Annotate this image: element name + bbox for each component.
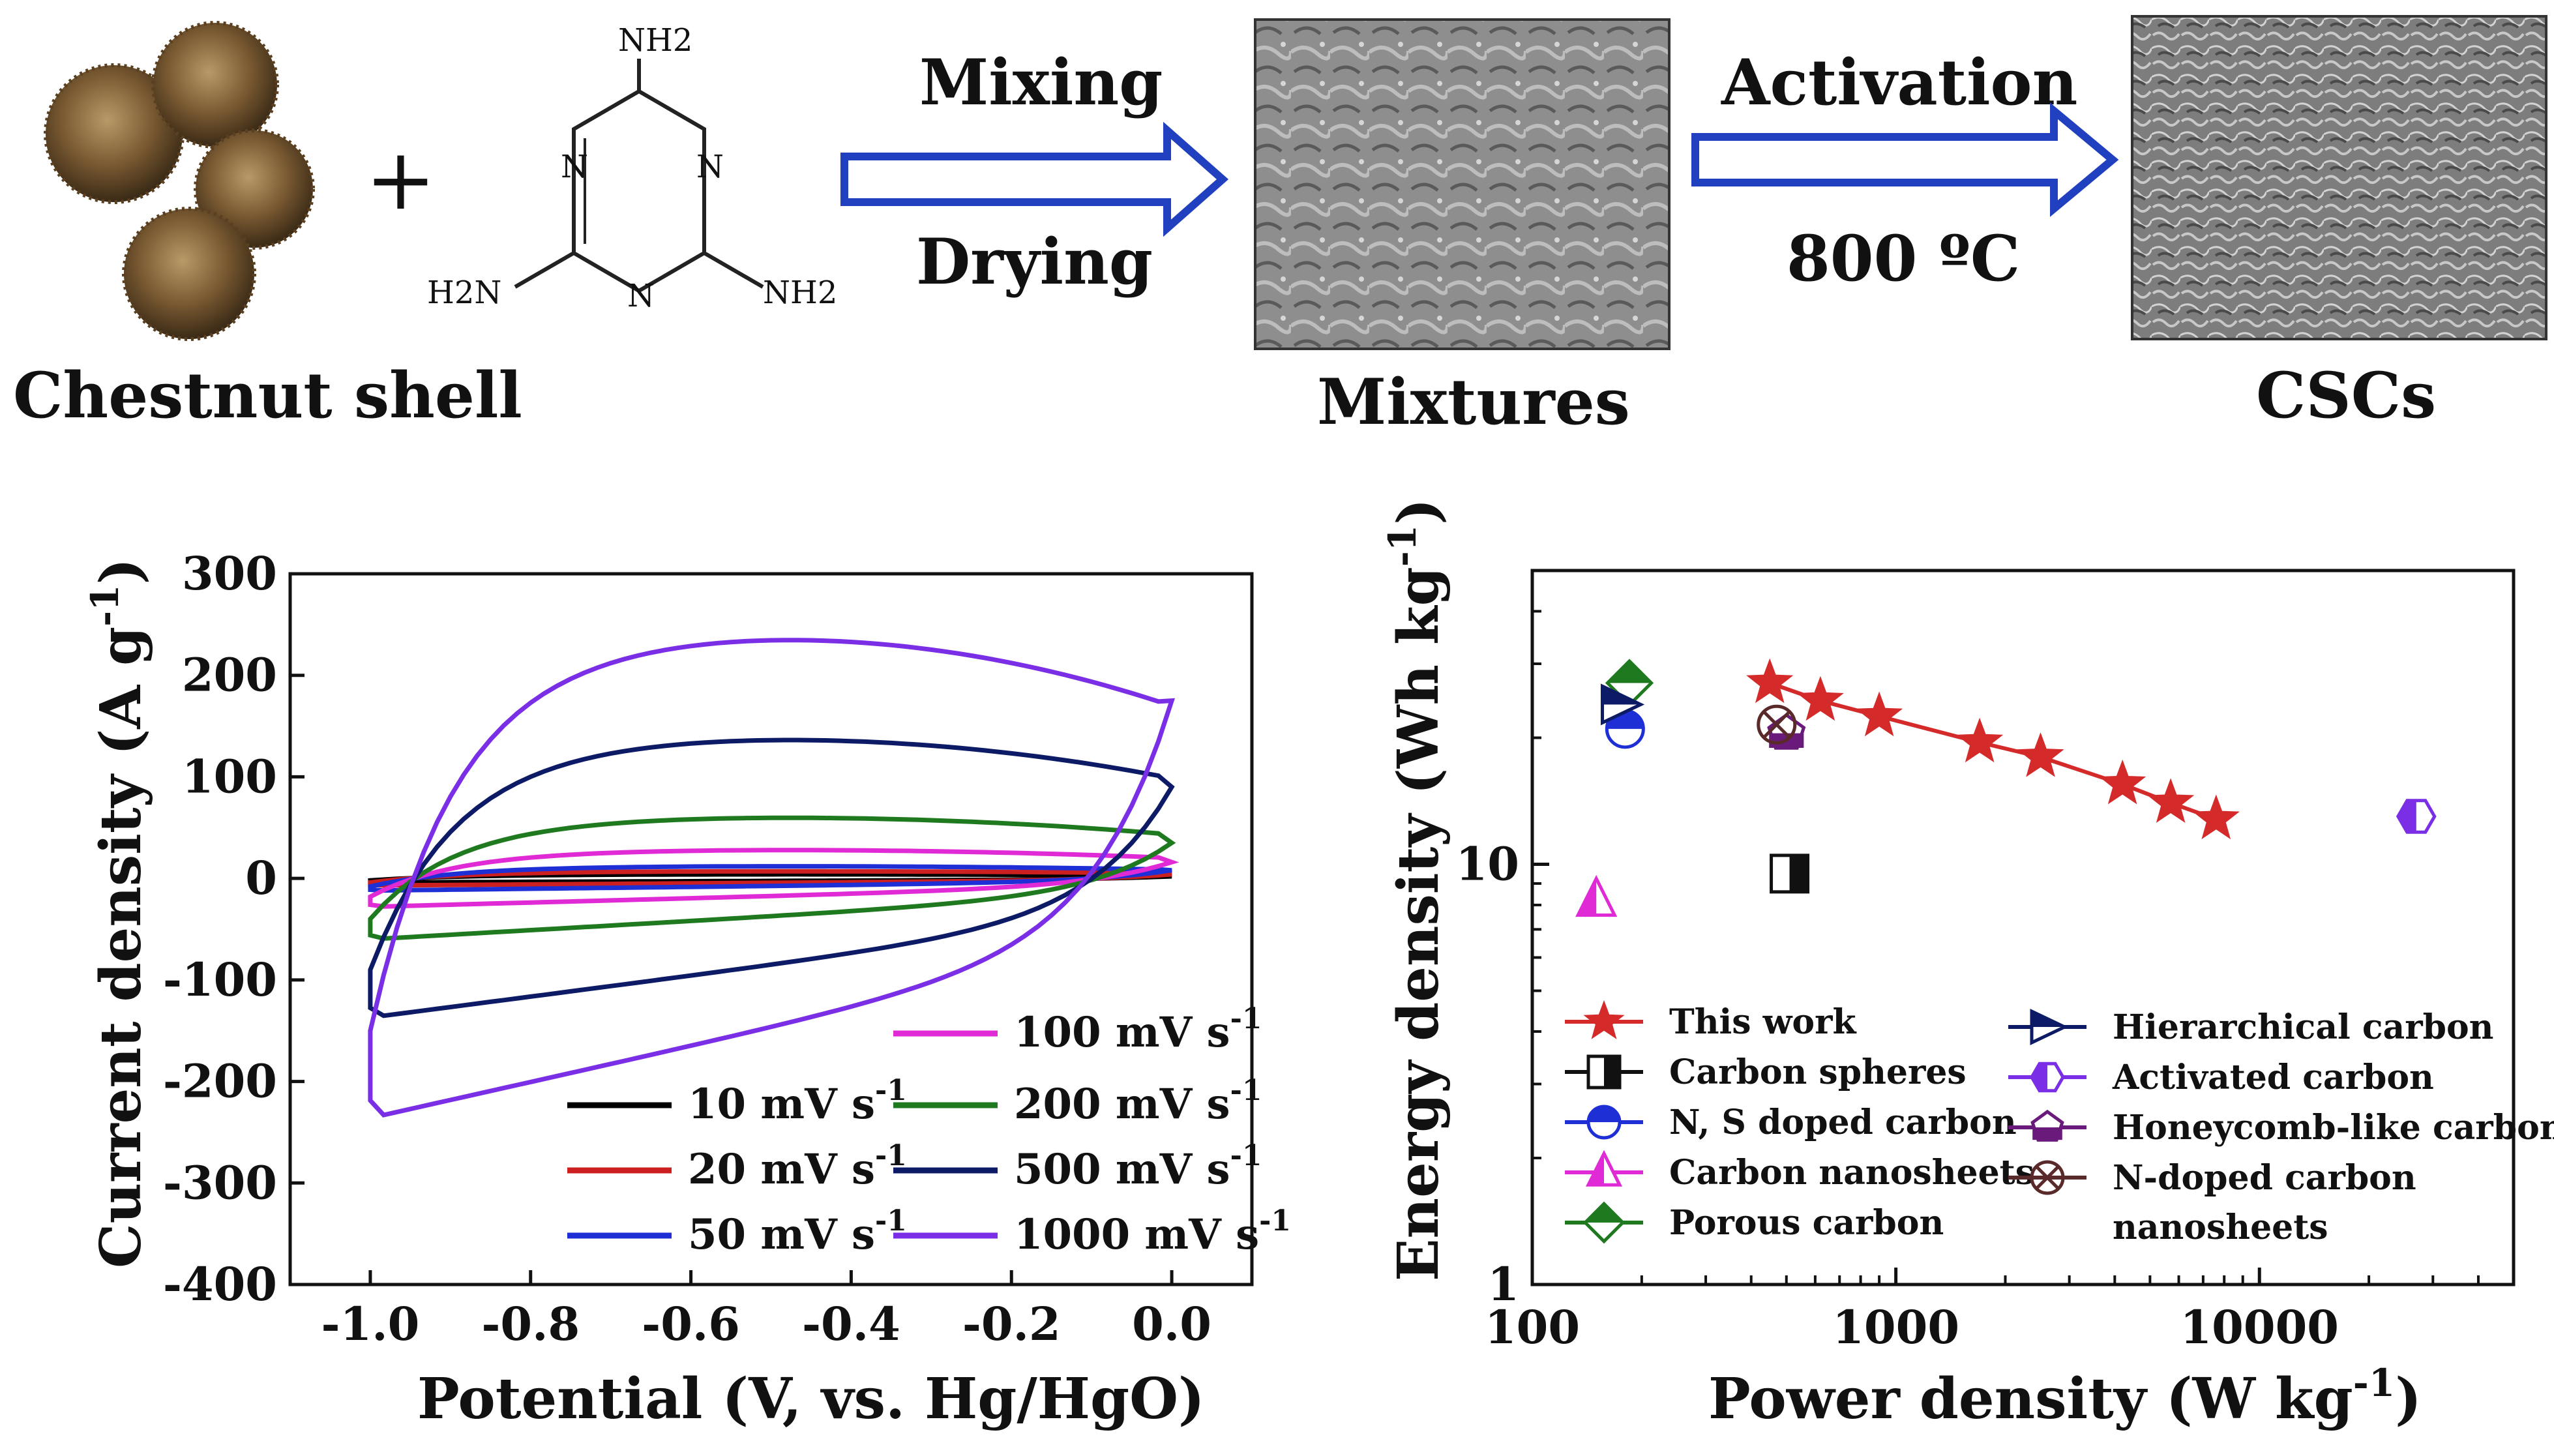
ragone-point-this-work [1855, 691, 1903, 737]
cv-legend-label: 50 mV s-1 [688, 1204, 907, 1259]
cv-curve-200-mV-s-1 [368, 815, 1176, 941]
melamine-h2n-left: H2N [427, 275, 501, 311]
ragone-point-this-work [1956, 717, 2004, 763]
ragone-legend-marker [1585, 1150, 1623, 1187]
ragone-point-n-s-doped-carbon [1605, 709, 1645, 749]
ragone-legend-marker [1582, 1201, 1626, 1244]
ragone-point-this-work [2017, 732, 2064, 777]
cv-curve-500-mV-s-1 [368, 737, 1175, 1018]
cv-legend-label: 10 mV s-1 [688, 1074, 907, 1129]
ragone-point-carbon-nanosheets [1575, 874, 1618, 917]
ragone-x-axis-label: Power density (W kg-1) [1708, 1361, 2422, 1432]
cv-y-tick-label: 100 [182, 749, 277, 803]
melamine-structure [514, 59, 764, 293]
cv-x-axis-label: Potential (V, vs. Hg/HgO) [417, 1366, 1205, 1432]
ragone-legend-label: This work [1669, 1002, 1856, 1042]
cv-y-tick-label: -400 [163, 1257, 277, 1311]
step-mixing-label: Mixing [919, 46, 1163, 119]
melamine-nh2-top: NH2 [618, 22, 692, 59]
cv-plot-frame [288, 572, 1254, 1286]
cv-curve-100-mV-s-1 [368, 848, 1180, 909]
cv-curve-20-mV-s-1 [368, 869, 1172, 888]
mixtures-sem-image [1254, 18, 1670, 350]
cv-x-tick-label: -0.2 [962, 1297, 1061, 1351]
step-drying-label: Drying [916, 225, 1153, 299]
cv-x-tick-label: -0.4 [802, 1297, 900, 1351]
ragone-legend-marker [2030, 1160, 2065, 1195]
ragone-legend-label: N, S doped carbon [1669, 1103, 2017, 1142]
cv-legend-label: 1000 mV s-1 [1014, 1204, 1291, 1259]
ragone-point-activated-carbon [2396, 799, 2437, 834]
cv-y-tick-label: 0 [245, 851, 277, 905]
ragone-this-work-line [1769, 681, 2217, 822]
ragone-legend-label: Hierarchical carbon [2113, 1007, 2494, 1047]
ragone-legend-marker [2030, 1109, 2064, 1142]
cv-x-tick-label: 0.0 [1132, 1297, 1211, 1351]
ragone-legend-marker [2030, 1009, 2069, 1045]
cv-chart: -1.0 -0.8 -0.6 -0.4 -0.2 0.0 300 200 100 0 -100 -20… [83, 546, 1291, 1432]
cv-legend-label: 20 mV s-1 [688, 1139, 907, 1194]
cv-legend-label: 200 mV s-1 [1014, 1074, 1262, 1129]
ragone-point-this-work [2099, 759, 2146, 805]
cscs-sem-image [2131, 15, 2547, 340]
ragone-x-tick-label: 100 [1485, 1300, 1580, 1354]
cv-x-tick-label: -0.6 [642, 1297, 740, 1351]
ragone-legend-label: Porous carbon [1669, 1203, 1944, 1243]
ragone-legend-label-line2: nanosheets [2113, 1208, 2328, 1247]
cv-curve-50-mV-s-1 [368, 864, 1172, 893]
mixtures-label: Mixtures [1317, 365, 1630, 439]
ragone-point-this-work [2192, 794, 2240, 840]
arrow-right-icon [840, 121, 1229, 237]
cv-y-tick-label: -100 [163, 953, 277, 1007]
ragone-point-hierarchical-carbon [1601, 683, 1645, 726]
cv-y-tick-label: 200 [182, 648, 277, 702]
ragone-legend-label: Honeycomb-like carbon [2113, 1108, 2554, 1148]
plus-sign: + [365, 130, 436, 229]
ragone-legend-label: Carbon nanosheets [1669, 1153, 2034, 1193]
ragone-point-this-work [1746, 658, 1794, 704]
cv-legend-label: 100 mV s-1 [1014, 1002, 1262, 1057]
melamine-n-1: N [561, 149, 588, 185]
ragone-legend-label: Activated carbon [2112, 1058, 2434, 1097]
melamine-nh2-right: NH2 [763, 275, 837, 311]
ragone-point-this-work [1796, 676, 1844, 721]
ragone-x-tick-label: 1000 [1832, 1300, 1959, 1354]
cv-x-tick-label: -1.0 [321, 1297, 419, 1351]
ragone-legend-marker [1586, 1105, 1622, 1140]
chestnut-shell-label: Chestnut shell [13, 359, 522, 432]
step-temperature-label: 800 ºC [1787, 222, 2020, 295]
cv-x-tick-label: -0.8 [481, 1297, 580, 1351]
step-activation-label: Activation [1721, 46, 2077, 119]
cv-y-axis-label: Current density (A g-1) [83, 558, 154, 1268]
cv-legend-label: 500 mV s-1 [1014, 1139, 1262, 1194]
ragone-point-this-work [2147, 778, 2195, 824]
arrow-right-icon [1691, 102, 2119, 217]
melamine-n-2: N [696, 149, 724, 185]
chestnut-shell-image [44, 21, 315, 341]
ragone-plot-frame [1530, 569, 2516, 1286]
ragone-legend-label: N-doped carbon [2113, 1158, 2416, 1198]
cv-y-tick-label: -300 [163, 1155, 277, 1210]
cv-y-tick-label: 300 [182, 546, 277, 601]
melamine-n-3: N [627, 278, 655, 314]
ragone-point-n-doped-carbon-nanosheets [1757, 704, 1797, 745]
ragone-x-tick-label: 10000 [2180, 1300, 2339, 1354]
ragone-legend-label: Carbon spheres [1669, 1052, 1967, 1092]
ragone-point-carbon-spheres [1770, 854, 1810, 894]
ragone-legend-marker [1586, 1054, 1622, 1090]
cv-y-tick-label: -200 [163, 1054, 277, 1108]
cv-curve-1000-mV-s-1 [368, 638, 1176, 1118]
ragone-y-axis-label: Energy density (Wh kg-1) [1380, 498, 1451, 1281]
ragone-legend-marker [1583, 1000, 1625, 1039]
ragone-legend-marker [2030, 1062, 2065, 1093]
ragone-y-tick-label: 10 [1456, 837, 1519, 891]
synthesis-scheme: Chestnut shell + NH2 H2N NH2 N N N Mixin… [13, 15, 2547, 439]
ragone-chart: 100 1000 10000 10 1 Power density (W kg-1) E… [1380, 498, 2554, 1432]
ragone-y-tick-label: 1 [1487, 1257, 1519, 1311]
cscs-label: CSCs [2256, 359, 2436, 432]
